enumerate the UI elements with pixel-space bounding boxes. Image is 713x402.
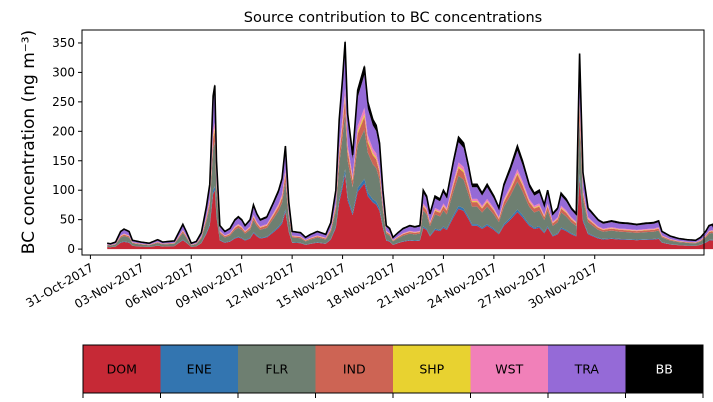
area-series-wst xyxy=(107,88,713,246)
y-tick-label: 300 xyxy=(52,65,75,79)
area-series-ind xyxy=(107,98,713,246)
legend-swatch-tra xyxy=(548,345,626,393)
y-tick-label: 50 xyxy=(60,213,75,227)
y-tick-label: 250 xyxy=(52,95,75,109)
y-tick-label: 200 xyxy=(52,124,75,138)
legend-label-dom: DOM xyxy=(107,362,137,377)
legend-label-ene: ENE xyxy=(187,362,212,377)
total-outline xyxy=(107,41,713,245)
area-series-dom xyxy=(107,174,713,250)
legend-swatch-bb xyxy=(625,345,704,393)
chart-title: Source contribution to BC concentrations xyxy=(244,10,542,26)
area-series-tra xyxy=(107,51,713,245)
legend-swatch-dom xyxy=(83,345,161,393)
area-series-flr xyxy=(107,113,713,248)
y-axis: 0 50 100 150 200 250 300 350 xyxy=(52,36,82,256)
area-series-ene xyxy=(107,169,713,248)
legend-label-tra: TRA xyxy=(574,362,600,377)
legend-swatch-ind xyxy=(315,345,394,393)
legend-swatch-ene xyxy=(160,345,239,393)
y-axis-label: BC concentration (ng m⁻³) xyxy=(19,30,39,254)
legend-label-shp: SHP xyxy=(419,362,444,377)
y-tick-label: 0 xyxy=(67,242,75,256)
legend-label-flr: FLR xyxy=(265,362,288,377)
legend-label-wst: WST xyxy=(495,362,523,377)
total-concentration-line xyxy=(107,41,713,245)
legend-swatch-wst xyxy=(470,345,549,393)
legend-swatch-shp xyxy=(393,345,471,393)
y-tick-label: 100 xyxy=(52,183,75,197)
legend: DOM ENE FLR IND SHP WST TRA BB xyxy=(82,344,704,398)
y-tick-label: 150 xyxy=(52,154,75,168)
legend-swatch-flr xyxy=(238,345,316,393)
legend-label-ind: IND xyxy=(343,362,366,377)
y-tick-label: 350 xyxy=(52,36,75,50)
area-series-bb xyxy=(107,39,713,245)
x-axis: 31-Oct-201703-Nov-201706-Nov-201709-Nov-… xyxy=(23,255,600,311)
legend-label-bb: BB xyxy=(656,362,673,377)
stacked-area-series xyxy=(107,39,713,250)
